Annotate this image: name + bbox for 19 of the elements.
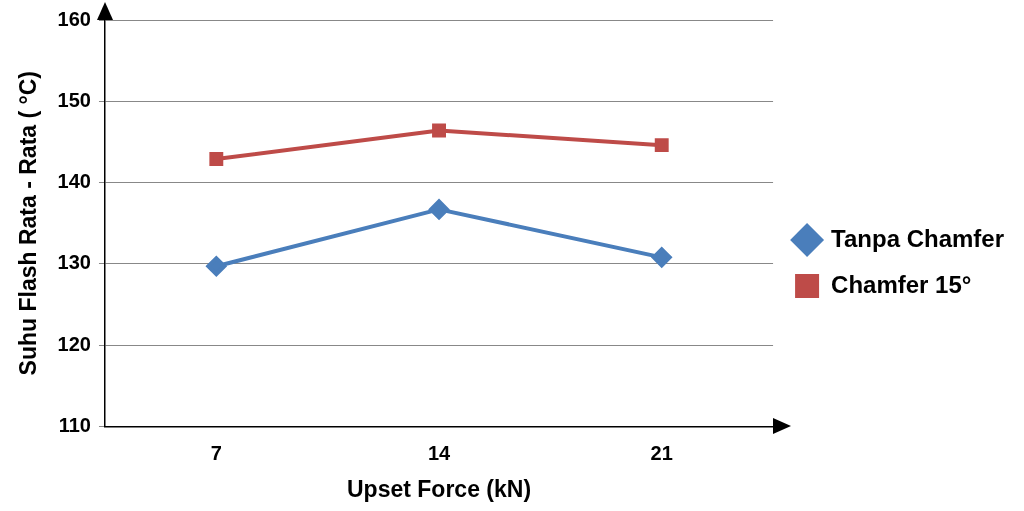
- point: [429, 199, 450, 220]
- y-axis-title: Suhu Flash Rata - Rata ( °C): [15, 71, 42, 376]
- y-tick-label: 150: [57, 88, 91, 111]
- y-tick-label: 120: [57, 332, 91, 355]
- x-axis-title: Upset Force (kN): [347, 475, 532, 502]
- y-tick-label: 110: [58, 413, 91, 436]
- y-tick-label: 130: [57, 251, 91, 274]
- legend-label: Chamfer 15°: [831, 270, 972, 298]
- y-tick-label: 140: [57, 170, 91, 193]
- point: [654, 138, 669, 153]
- point: [209, 152, 224, 166]
- legend-label: Tanpa Chamfer: [831, 224, 1004, 252]
- point: [651, 247, 672, 268]
- y-tick-label: 160: [57, 7, 91, 30]
- point: [432, 123, 446, 138]
- x-tick-label: 21: [650, 441, 673, 464]
- x-tick-label: 7: [210, 441, 222, 464]
- x-tick-label: 14: [427, 441, 452, 464]
- point: [206, 256, 227, 277]
